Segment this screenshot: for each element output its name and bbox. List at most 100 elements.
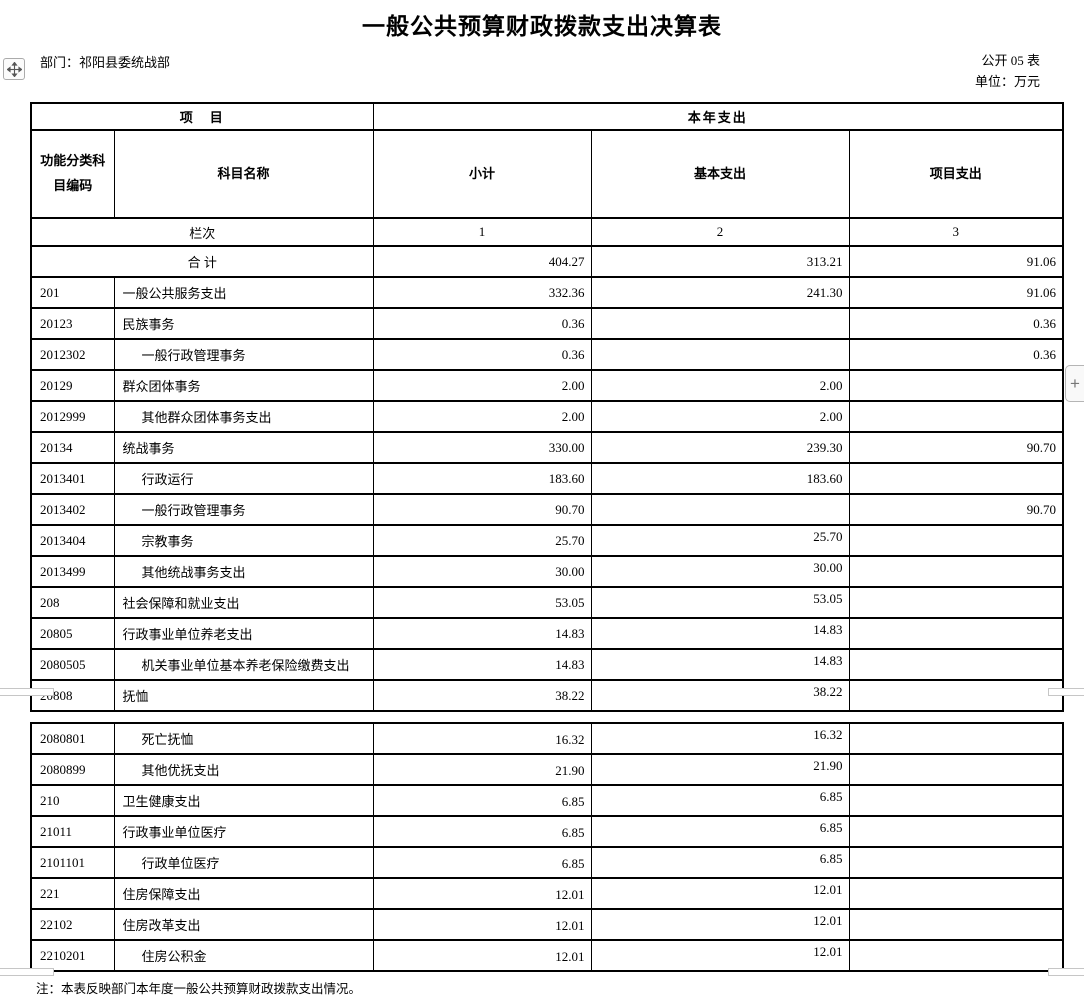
- header-item-group: 项 目: [29, 102, 374, 131]
- cell-name: 其他优抚支出: [113, 753, 374, 786]
- cell-basic: 2.00: [590, 369, 850, 402]
- cell-basic: 53.05: [590, 586, 850, 619]
- cell-code: 2013404: [30, 524, 115, 557]
- page-title: 一般公共预算财政拨款支出决算表: [362, 13, 722, 39]
- table-row: 2080899 其他优抚支出 21.90 21.90: [30, 753, 1065, 786]
- cell-subtotal: 38.22: [372, 679, 592, 712]
- cell-name: 行政事业单位养老支出: [113, 617, 374, 650]
- cell-project: [848, 586, 1065, 619]
- cell-name: 住房改革支出: [113, 908, 374, 941]
- cell-code: 20134: [30, 431, 115, 464]
- cell-basic: 2.00: [590, 400, 850, 433]
- cell-project: [848, 815, 1065, 848]
- cell-basic: 12.01: [590, 939, 850, 972]
- cell-row-label: 合 计: [29, 245, 374, 278]
- cell-project: [848, 524, 1065, 557]
- cell-name: 一般行政管理事务: [113, 338, 374, 371]
- table-row: 2013401 行政运行 183.60 183.60: [30, 462, 1065, 495]
- cell-code: 2012302: [30, 338, 115, 371]
- cell-subtotal: 6.85: [372, 815, 592, 848]
- cell-code: 2080801: [30, 722, 115, 755]
- cell-basic: 30.00: [590, 555, 850, 588]
- cell-code: 20805: [30, 617, 115, 650]
- header-col-name: 科目名称: [113, 129, 374, 219]
- cell-project: 91.06: [848, 245, 1065, 278]
- cell-basic: 14.83: [590, 617, 850, 650]
- cell-name: 民族事务: [113, 307, 374, 340]
- cell-subtotal: 30.00: [372, 555, 592, 588]
- cell-name: 行政单位医疗: [113, 846, 374, 879]
- cell-name: 行政运行: [113, 462, 374, 495]
- cell-name: 社会保障和就业支出: [113, 586, 374, 619]
- plus-icon: +: [1070, 373, 1080, 393]
- cell-name: 住房保障支出: [113, 877, 374, 910]
- cell-basic: [590, 338, 850, 371]
- cell-code: 2080505: [30, 648, 115, 681]
- rank-3-cell: 3: [848, 217, 1065, 247]
- cell-project: 0.36: [848, 338, 1065, 371]
- rank-1-cell: 1: [372, 217, 592, 247]
- cell-subtotal: 25.70: [372, 524, 592, 557]
- cell-project: [848, 462, 1065, 495]
- header-rank-row: 栏次 1 2 3: [29, 217, 1065, 247]
- cell-name: 宗教事务: [113, 524, 374, 557]
- cell-subtotal: 332.36: [372, 276, 592, 309]
- header-col-project: 项目支出: [848, 129, 1065, 219]
- cell-basic: 12.01: [590, 877, 850, 910]
- table-row: 2013499 其他统战事务支出 30.00 30.00: [30, 555, 1065, 588]
- page-break-mark-right: [1048, 688, 1084, 696]
- cell-subtotal: 330.00: [372, 431, 592, 464]
- expand-plus-button[interactable]: +: [1065, 365, 1084, 402]
- cell-subtotal: 90.70: [372, 493, 592, 526]
- cell-project: 90.70: [848, 431, 1065, 464]
- move-handle-button[interactable]: [3, 58, 25, 80]
- cell-basic: 183.60: [590, 462, 850, 495]
- cell-project: 90.70: [848, 493, 1065, 526]
- cell-code: 2013401: [30, 462, 115, 495]
- table-row: 201 一般公共服务支出 332.36 241.30 91.06: [30, 276, 1065, 309]
- meta-bar: 部门：祁阳县委统战部 公开 05 表 单位：万元: [40, 50, 1040, 92]
- budget-table: 项 目 本年支出 功能分类科目编码 科目名称 小计 基本支出 项目支出 栏次 1…: [29, 102, 1065, 972]
- cell-basic: 239.30: [590, 431, 850, 464]
- cell-code: 2013402: [30, 493, 115, 526]
- cell-subtotal: 12.01: [372, 877, 592, 910]
- cell-name: 其他群众团体事务支出: [113, 400, 374, 433]
- cell-code: 2013499: [30, 555, 115, 588]
- cell-code: 201: [30, 276, 115, 309]
- cell-basic: 313.21: [590, 245, 850, 278]
- cell-subtotal: 183.60: [372, 462, 592, 495]
- table-body: 合 计 404.27 313.21 91.06 201 一般公共服务支出 332.36 241…: [29, 245, 1065, 972]
- table-row: 208 社会保障和就业支出 53.05 53.05: [30, 586, 1065, 619]
- cell-basic: 12.01: [590, 908, 850, 941]
- unit-label: 单位：万元: [974, 74, 1040, 89]
- move-icon: [6, 61, 22, 77]
- table-row: 221 住房保障支出 12.01 12.01: [30, 877, 1065, 910]
- cell-basic: 25.70: [590, 524, 850, 557]
- cell-project: [848, 722, 1065, 755]
- cell-code: 20123: [30, 307, 115, 340]
- cell-subtotal: 12.01: [372, 939, 592, 972]
- cell-subtotal: 0.36: [372, 338, 592, 371]
- cell-name: 死亡抚恤: [113, 722, 374, 755]
- table-row: 2080801 死亡抚恤 16.32 16.32: [30, 722, 1065, 755]
- cell-name: 一般行政管理事务: [113, 493, 374, 526]
- cell-subtotal: 16.32: [372, 722, 592, 755]
- cell-project: 91.06: [848, 276, 1065, 309]
- table-row: 21011 行政事业单位医疗 6.85 6.85: [30, 815, 1065, 848]
- cell-subtotal: 53.05: [372, 586, 592, 619]
- cell-subtotal: 2.00: [372, 400, 592, 433]
- cell-subtotal: 14.83: [372, 617, 592, 650]
- rank-2-cell: 2: [590, 217, 850, 247]
- header-group-row: 项 目 本年支出: [29, 102, 1065, 131]
- header-columns-row: 功能分类科目编码 科目名称 小计 基本支出 项目支出: [30, 129, 1065, 219]
- table-row: 20129 群众团体事务 2.00 2.00: [30, 369, 1065, 402]
- header-col-subtotal: 小计: [372, 129, 592, 219]
- cell-subtotal: 6.85: [372, 784, 592, 817]
- page-break-gap: [31, 711, 1063, 723]
- cell-project: [848, 877, 1065, 910]
- cell-project: [848, 784, 1065, 817]
- rank-label-cell: 栏次: [29, 217, 374, 247]
- cell-basic: 6.85: [590, 784, 850, 817]
- cell-project: [848, 369, 1065, 402]
